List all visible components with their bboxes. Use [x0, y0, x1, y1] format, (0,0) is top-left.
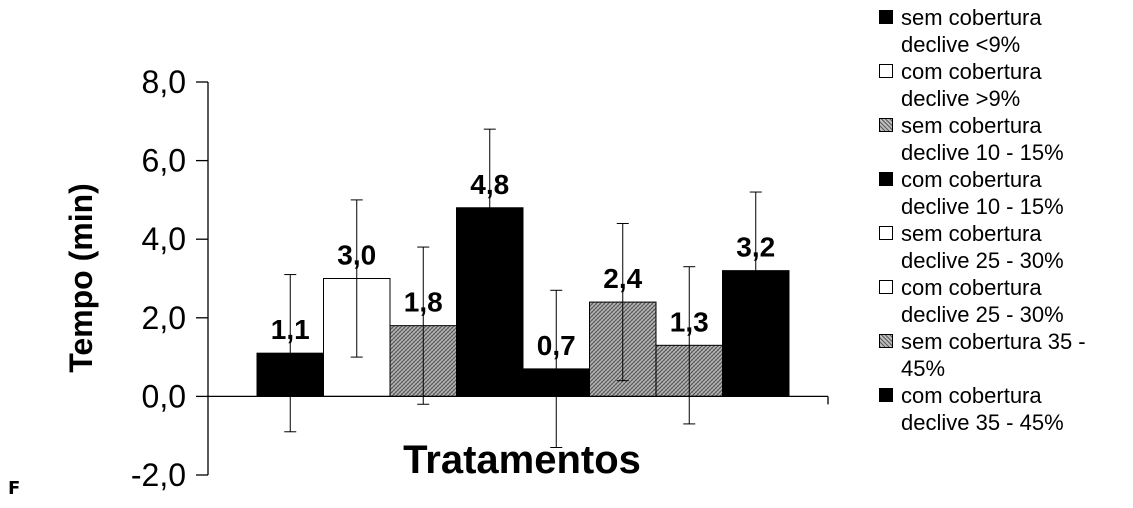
legend-swatch — [879, 226, 893, 240]
legend-label-line: sem cobertura — [901, 113, 1042, 138]
legend-swatch — [879, 388, 893, 402]
legend-item: sem cobertura 35 -45% — [873, 328, 1131, 382]
legend-label-line: 45% — [901, 356, 946, 381]
legend-item: sem cobertura declive <9% — [873, 4, 1131, 58]
y-tick-label: 4,0 — [142, 221, 186, 257]
legend-item: com cobertura declive 10 - 15% — [873, 166, 1131, 220]
legend-label-line: declive 10 - 15% — [901, 194, 1064, 219]
panel-letter: F — [8, 478, 21, 499]
legend-label-line: declive 35 - 45% — [901, 410, 1064, 435]
legend-swatch — [879, 334, 893, 348]
legend-label-line: com cobertura — [901, 59, 1042, 84]
legend: sem cobertura declive <9% com cobertura dec… — [873, 4, 1131, 436]
legend-label-line: declive >9% — [901, 86, 1021, 111]
legend-swatch — [879, 64, 893, 78]
data-label: 1,1 — [271, 314, 310, 345]
y-axis: -2,0 0,0 2,0 4,0 6,0 8,0 — [131, 64, 209, 493]
legend-swatch — [879, 118, 893, 132]
legend-item: sem cobertura declive 25 - 30% — [873, 220, 1131, 274]
y-tick-label: 8,0 — [142, 64, 186, 100]
legend-label-line: com cobertura — [901, 167, 1042, 192]
x-axis — [208, 395, 829, 405]
legend-label-line: sem cobertura 35 - — [901, 329, 1086, 354]
legend-label-line: declive 25 - 30% — [901, 248, 1064, 273]
data-label: 1,3 — [670, 306, 709, 337]
legend-item: com cobertura declive >9% — [873, 58, 1131, 112]
legend-label-line: declive 10 - 15% — [901, 140, 1064, 165]
legend-label-line: com cobertura — [901, 383, 1042, 408]
y-tick-label: -2,0 — [131, 457, 186, 493]
data-labels: 1,1 3,0 1,8 4,8 0,7 2,4 1,3 3,2 — [271, 169, 775, 361]
error-bars — [284, 128, 762, 448]
data-label: 4,8 — [470, 169, 509, 200]
y-tick-label: 0,0 — [142, 378, 186, 414]
data-label: 3,2 — [736, 232, 775, 263]
data-label: 2,4 — [603, 263, 642, 294]
data-label: 1,8 — [404, 287, 443, 318]
bars — [256, 207, 790, 397]
bar-chart: -2,00,02,04,06,08,0 1,13,01,84,80,72,41,… — [63, 64, 829, 493]
legend-item: sem cobertura declive 10 - 15% — [873, 112, 1131, 166]
legend-label-line: com cobertura — [901, 275, 1042, 300]
legend-swatch — [879, 280, 893, 294]
data-label: 0,7 — [537, 330, 576, 361]
y-tick-label: 6,0 — [142, 143, 186, 179]
y-axis-title: Tempo (min) — [63, 183, 99, 373]
data-label: 3,0 — [337, 240, 376, 271]
legend-swatch — [879, 172, 893, 186]
legend-label-line: declive <9% — [901, 32, 1021, 57]
legend-label-line: sem cobertura — [901, 5, 1042, 30]
legend-item: com cobertura declive 25 - 30% — [873, 274, 1131, 328]
y-tick-label: 2,0 — [142, 300, 186, 336]
legend-label-line: declive 25 - 30% — [901, 302, 1064, 327]
legend-item: com cobertura declive 35 - 45% — [873, 382, 1131, 436]
legend-label-line: sem cobertura — [901, 221, 1042, 246]
legend-swatch — [879, 10, 893, 24]
x-axis-title: Tratamentos — [403, 438, 641, 482]
